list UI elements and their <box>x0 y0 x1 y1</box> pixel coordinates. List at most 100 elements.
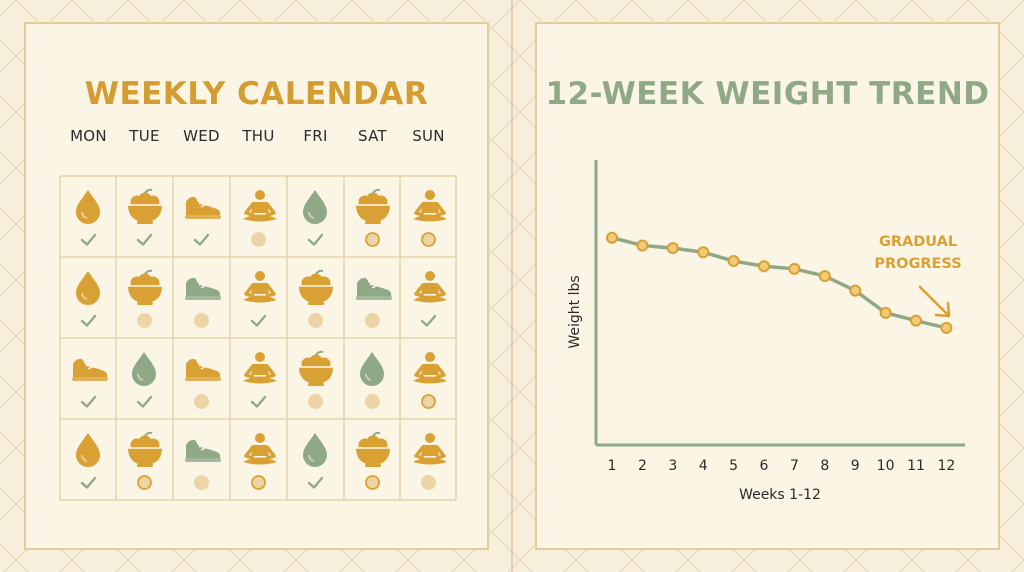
day-label-tue: TUE <box>129 127 160 145</box>
annotation-arrowhead <box>934 301 951 318</box>
calendar-cell[interactable] <box>400 338 457 419</box>
data-point <box>697 246 710 259</box>
day-label-wed: WED <box>183 127 220 145</box>
x-tick-label: 9 <box>851 458 860 474</box>
calendar-cell[interactable] <box>230 419 287 500</box>
calendar-cell[interactable] <box>344 338 401 419</box>
check-icon <box>420 314 437 327</box>
sneaker-icon <box>72 358 108 381</box>
calendar-cell[interactable] <box>60 176 117 257</box>
check-icon <box>80 314 97 327</box>
data-point <box>758 260 770 273</box>
calendar-cell[interactable] <box>116 419 173 500</box>
pending-circle-icon <box>421 232 436 247</box>
empty-dot-icon <box>308 313 323 328</box>
empty-dot-icon <box>137 313 152 328</box>
data-point <box>879 306 892 319</box>
calendar-cell[interactable] <box>344 176 401 257</box>
x-tick-label: 6 <box>760 458 769 474</box>
fruit-bowl-icon <box>356 431 390 467</box>
meditation-icon <box>413 433 447 465</box>
calendar-cell[interactable] <box>344 257 401 338</box>
x-tick-label: 5 <box>729 458 738 474</box>
calendar-cell[interactable] <box>173 257 230 338</box>
calendar-cell[interactable] <box>230 176 287 257</box>
check-icon <box>80 395 97 408</box>
x-tick-label: 2 <box>638 458 647 474</box>
pending-circle-icon <box>251 475 266 490</box>
pending-circle-icon <box>365 232 380 247</box>
y-axis-label: Weight lbs <box>567 275 583 348</box>
fruit-bowl-icon <box>128 431 162 467</box>
x-tick-label: 3 <box>668 458 677 474</box>
meditation-icon <box>243 271 277 303</box>
calendar-cell[interactable] <box>116 338 173 419</box>
empty-dot-icon <box>251 232 266 247</box>
check-icon <box>80 476 97 489</box>
calendar-cell[interactable] <box>400 176 457 257</box>
x-axis-label: Weeks 1-12 <box>739 487 821 503</box>
day-label-sat: SAT <box>358 127 387 145</box>
calendar-cell[interactable] <box>287 257 344 338</box>
fruit-bowl-icon <box>299 269 333 305</box>
data-point <box>727 255 740 268</box>
calendar-cell[interactable] <box>287 338 344 419</box>
check-icon <box>136 395 153 408</box>
calendar-cell[interactable] <box>400 257 457 338</box>
fruit-bowl-icon <box>356 188 390 224</box>
empty-dot-icon <box>194 475 209 490</box>
sneaker-icon <box>356 277 392 300</box>
check-icon <box>250 395 267 408</box>
meditation-icon <box>243 433 277 465</box>
meditation-icon <box>413 352 447 384</box>
calendar-cell[interactable] <box>60 338 117 419</box>
x-tick-label: 10 <box>877 458 895 474</box>
sneaker-icon <box>185 277 221 300</box>
check-icon <box>250 314 267 327</box>
data-point <box>910 314 922 327</box>
water-drop-icon <box>132 352 156 386</box>
calendar-cell[interactable] <box>230 338 287 419</box>
data-point <box>940 321 953 334</box>
empty-dot-icon <box>308 394 323 409</box>
empty-dot-icon <box>194 394 209 409</box>
pending-circle-icon <box>365 475 380 490</box>
calendar-cell[interactable] <box>230 257 287 338</box>
calendar-cell[interactable] <box>287 176 344 257</box>
water-drop-icon <box>360 352 384 386</box>
water-drop-icon <box>303 433 327 467</box>
fruit-bowl-icon <box>128 188 162 224</box>
annotation-text: GRADUAL <box>879 234 957 250</box>
data-point <box>849 284 862 297</box>
calendar-cell[interactable] <box>173 338 230 419</box>
x-tick-label: 1 <box>608 458 617 474</box>
pending-circle-icon <box>137 475 152 490</box>
calendar-cell[interactable] <box>287 419 344 500</box>
x-tick-label: 4 <box>699 458 708 474</box>
check-icon <box>193 233 210 246</box>
chart-title: 12-WEEK WEIGHT TREND <box>545 76 990 112</box>
fruit-bowl-icon <box>128 269 162 305</box>
calendar-cell[interactable] <box>344 419 401 500</box>
calendar-cell[interactable] <box>60 257 117 338</box>
meditation-icon <box>413 190 447 222</box>
series-line <box>611 236 947 330</box>
fruit-bowl-icon <box>299 350 333 386</box>
data-point <box>606 231 618 244</box>
calendar-cell[interactable] <box>60 419 117 500</box>
calendar-cell[interactable] <box>173 176 230 257</box>
calendar-cell[interactable] <box>116 257 173 338</box>
sneaker-icon <box>185 439 221 462</box>
x-tick-label: 11 <box>907 458 925 474</box>
meditation-icon <box>243 352 277 384</box>
meditation-icon <box>243 190 277 222</box>
weight-trend-panel: 12-WEEK WEIGHT TREND <box>535 22 1000 550</box>
pending-circle-icon <box>421 394 436 409</box>
day-label-sun: SUN <box>412 127 445 145</box>
calendar-cell[interactable] <box>116 176 173 257</box>
data-point <box>788 262 801 275</box>
calendar-cell[interactable] <box>173 419 230 500</box>
calendar-cell[interactable] <box>400 419 457 500</box>
data-point <box>666 242 679 255</box>
day-label-mon: MON <box>70 127 107 145</box>
